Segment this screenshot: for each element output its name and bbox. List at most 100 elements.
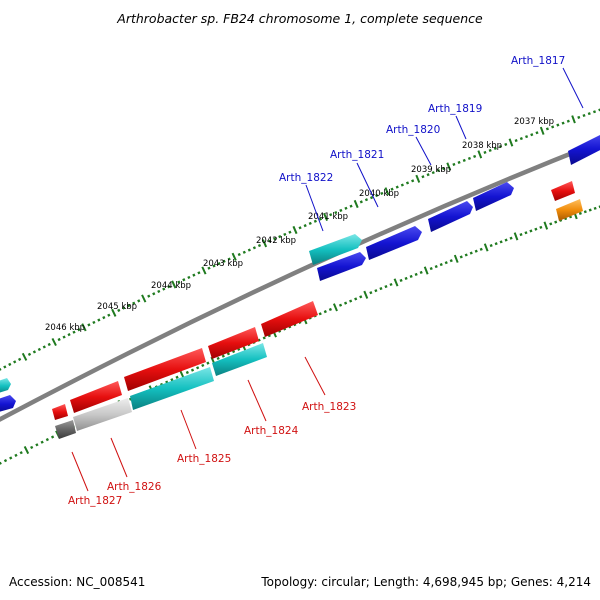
minor-tick <box>525 135 529 139</box>
major-tick <box>332 303 338 312</box>
gene-label-arth-1824[interactable]: Arth_1824 <box>244 425 299 437</box>
major-tick <box>171 280 177 289</box>
gene-label-arth-1823[interactable]: Arth_1823 <box>302 401 356 413</box>
gene-label-arth-1817[interactable]: Arth_1817 <box>511 55 565 67</box>
minor-tick <box>344 301 348 305</box>
minor-tick <box>473 154 477 158</box>
major-tick <box>323 212 329 221</box>
minor-tick <box>379 287 383 291</box>
minor-tick <box>442 166 446 171</box>
major-tick <box>571 115 576 124</box>
minor-tick <box>221 354 225 358</box>
minor-tick <box>369 291 373 295</box>
gene-arrow-left-blue[interactable] <box>0 395 16 413</box>
gene-arrow-arth-1825[interactable] <box>130 367 214 410</box>
gene-label-arth-1822[interactable]: Arth_1822 <box>279 172 333 184</box>
gene-label-arth-1819[interactable]: Arth_1819 <box>428 103 482 115</box>
minor-tick <box>92 320 96 325</box>
major-tick <box>415 174 421 183</box>
gene-arrow-forward-misc[interactable] <box>317 252 366 281</box>
minor-tick <box>389 282 393 287</box>
minor-tick <box>409 274 413 279</box>
minor-tick <box>40 440 44 444</box>
minor-tick <box>436 169 440 173</box>
gene-label-arth-1825[interactable]: Arth_1825 <box>177 453 231 465</box>
kbp-label: 2045 kbp <box>97 302 137 312</box>
minor-tick <box>384 284 388 289</box>
minor-tick <box>323 310 327 314</box>
minor-tick <box>400 183 404 187</box>
gene-arrow-arth-1825-red[interactable] <box>124 348 206 391</box>
minor-tick <box>431 171 435 175</box>
major-tick <box>393 278 399 287</box>
gene-arrow-top-red[interactable] <box>551 181 575 201</box>
accession-text: Accession: NC_008541 <box>9 575 145 589</box>
top-gene-labels: Arth_1817 Arth_1819 Arth_1820 Arth_1821 … <box>279 55 565 184</box>
minor-tick <box>426 173 430 177</box>
minor-tick <box>359 295 363 299</box>
minor-tick <box>578 211 582 215</box>
major-tick <box>353 199 359 209</box>
minor-tick <box>157 289 161 294</box>
major-tick <box>231 252 237 261</box>
minor-tick <box>50 435 55 439</box>
gene-arrow-arth-1820[interactable] <box>428 201 473 232</box>
gene-label-arth-1820[interactable]: Arth_1820 <box>386 124 440 136</box>
major-tick <box>446 162 452 171</box>
minor-tick <box>530 133 534 137</box>
gene-arrow-arth-1826-red[interactable] <box>70 381 122 413</box>
gene-arrow-arth-1824-red[interactable] <box>208 327 259 359</box>
minor-tick <box>212 264 216 268</box>
minor-tick <box>226 352 231 356</box>
top-leader-lines <box>305 67 584 232</box>
chromosome-backbone <box>0 139 600 422</box>
gene-arrow-arth-1817[interactable] <box>568 133 600 165</box>
gene-arrow-arth-1822[interactable] <box>309 234 362 265</box>
minor-tick <box>434 265 438 269</box>
minor-tick <box>577 115 581 119</box>
gene-arrow-arth-1827-red[interactable] <box>52 404 68 420</box>
minor-tick <box>298 226 302 230</box>
minor-tick <box>411 179 415 183</box>
gene-arrow-top-orange[interactable] <box>556 199 583 221</box>
minor-tick <box>217 262 221 266</box>
gene-arrow-arth-1821[interactable] <box>366 226 422 260</box>
minor-tick <box>252 246 257 250</box>
minor-tick <box>349 204 353 208</box>
minor-tick <box>429 266 433 271</box>
major-tick <box>423 266 429 275</box>
map-title: Arthrobacter sp. FB24 chromosome 1, comp… <box>116 11 483 26</box>
gene-arrow-arth-1824[interactable] <box>212 343 267 376</box>
forward-genes <box>0 133 600 413</box>
minor-tick <box>185 370 189 375</box>
kbp-label: 2037 kbp <box>514 117 554 127</box>
minor-tick <box>19 451 23 455</box>
gene-arrow-arth-1819[interactable] <box>473 182 514 211</box>
minor-tick <box>32 350 37 354</box>
minor-tick <box>227 257 231 261</box>
gene-arrow-arth-1827[interactable] <box>55 420 76 439</box>
gene-arrow-arth-1823[interactable] <box>261 301 318 337</box>
gene-arrow-left-cyan[interactable] <box>0 378 11 394</box>
minor-tick <box>257 243 262 248</box>
gene-label-arth-1827[interactable]: Arth_1827 <box>68 495 122 507</box>
minor-tick <box>37 347 41 352</box>
minor-tick <box>242 250 246 254</box>
gene-arrow-arth-1826[interactable] <box>73 398 132 431</box>
kbp-label: 2044 kbp <box>151 281 191 291</box>
minor-tick <box>196 366 200 370</box>
minor-tick <box>303 224 307 228</box>
minor-tick <box>122 306 126 310</box>
minor-tick <box>170 378 174 382</box>
major-tick <box>141 294 147 303</box>
gene-label-arth-1821[interactable]: Arth_1821 <box>330 149 384 161</box>
minor-tick <box>494 242 498 246</box>
minor-tick <box>524 231 528 235</box>
minor-tick <box>545 127 549 131</box>
minor-tick <box>592 110 597 114</box>
gene-label-arth-1826[interactable]: Arth_1826 <box>107 481 162 493</box>
minor-tick <box>369 196 374 200</box>
minor-tick <box>102 316 106 320</box>
minor-tick <box>399 278 403 283</box>
kbp-label: 2046 kbp <box>45 323 85 333</box>
